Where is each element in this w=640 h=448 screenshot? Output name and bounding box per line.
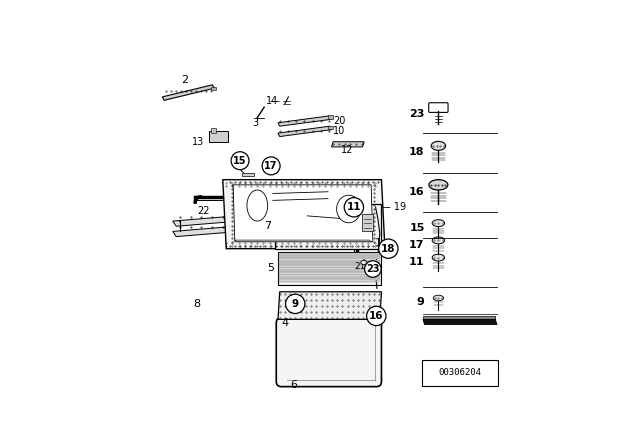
Polygon shape bbox=[163, 85, 214, 100]
Polygon shape bbox=[279, 281, 380, 283]
Text: 23: 23 bbox=[409, 109, 424, 119]
FancyBboxPatch shape bbox=[429, 103, 448, 112]
Polygon shape bbox=[173, 214, 260, 226]
Circle shape bbox=[379, 239, 398, 258]
Text: 20: 20 bbox=[333, 116, 346, 126]
Text: 14: 14 bbox=[266, 96, 278, 106]
Ellipse shape bbox=[431, 142, 445, 151]
Ellipse shape bbox=[433, 295, 444, 301]
Ellipse shape bbox=[361, 260, 367, 264]
Polygon shape bbox=[279, 274, 380, 276]
Text: 23: 23 bbox=[366, 264, 380, 274]
Polygon shape bbox=[279, 278, 380, 280]
Polygon shape bbox=[233, 185, 373, 242]
Circle shape bbox=[285, 294, 305, 314]
Polygon shape bbox=[279, 260, 380, 262]
Text: 15: 15 bbox=[234, 156, 247, 166]
Circle shape bbox=[367, 306, 386, 326]
Ellipse shape bbox=[429, 180, 448, 190]
Text: 17: 17 bbox=[409, 240, 424, 250]
Polygon shape bbox=[235, 240, 371, 242]
Polygon shape bbox=[328, 125, 333, 129]
Text: 22: 22 bbox=[198, 206, 210, 216]
Polygon shape bbox=[279, 271, 380, 273]
Circle shape bbox=[344, 198, 364, 217]
Polygon shape bbox=[209, 131, 228, 142]
Text: 10: 10 bbox=[333, 126, 346, 136]
Polygon shape bbox=[278, 252, 381, 285]
Text: 13: 13 bbox=[191, 137, 204, 147]
Polygon shape bbox=[275, 204, 381, 249]
Polygon shape bbox=[173, 224, 260, 237]
Text: 18: 18 bbox=[409, 147, 424, 157]
Ellipse shape bbox=[432, 254, 445, 261]
Text: 16: 16 bbox=[409, 187, 424, 197]
Polygon shape bbox=[279, 262, 380, 264]
Polygon shape bbox=[362, 214, 373, 232]
Text: 1: 1 bbox=[374, 238, 381, 249]
Text: 3: 3 bbox=[253, 118, 259, 128]
Circle shape bbox=[231, 152, 249, 170]
Circle shape bbox=[262, 157, 280, 175]
Polygon shape bbox=[332, 142, 364, 147]
Text: 9: 9 bbox=[417, 297, 424, 307]
Polygon shape bbox=[278, 126, 332, 137]
Text: 8: 8 bbox=[193, 299, 200, 309]
Text: 5: 5 bbox=[268, 263, 275, 273]
Circle shape bbox=[365, 261, 381, 277]
Text: 11: 11 bbox=[409, 258, 424, 267]
Text: 11: 11 bbox=[347, 202, 361, 212]
Polygon shape bbox=[211, 86, 216, 90]
Polygon shape bbox=[423, 319, 497, 324]
Text: —: — bbox=[269, 96, 279, 106]
Text: 00306204: 00306204 bbox=[438, 368, 481, 377]
Text: 7: 7 bbox=[264, 221, 271, 231]
Polygon shape bbox=[278, 292, 381, 319]
Text: 9: 9 bbox=[292, 299, 299, 309]
Text: 2: 2 bbox=[181, 75, 188, 85]
Ellipse shape bbox=[247, 190, 268, 221]
Text: 16: 16 bbox=[369, 311, 383, 321]
Text: 12: 12 bbox=[340, 145, 353, 155]
FancyBboxPatch shape bbox=[422, 360, 498, 386]
Polygon shape bbox=[279, 264, 380, 266]
Ellipse shape bbox=[432, 220, 445, 227]
Polygon shape bbox=[279, 276, 380, 278]
Text: 6: 6 bbox=[290, 380, 297, 390]
FancyBboxPatch shape bbox=[276, 318, 381, 387]
Polygon shape bbox=[223, 180, 385, 249]
Text: 17: 17 bbox=[264, 161, 278, 171]
Ellipse shape bbox=[432, 237, 445, 244]
Polygon shape bbox=[328, 115, 333, 119]
Polygon shape bbox=[279, 255, 380, 257]
Polygon shape bbox=[211, 128, 216, 133]
Polygon shape bbox=[279, 253, 380, 254]
Ellipse shape bbox=[337, 195, 361, 223]
Polygon shape bbox=[423, 316, 495, 319]
Polygon shape bbox=[255, 209, 309, 220]
Polygon shape bbox=[279, 269, 380, 271]
Polygon shape bbox=[242, 173, 254, 176]
Polygon shape bbox=[279, 267, 380, 268]
Text: 21: 21 bbox=[355, 263, 366, 271]
Polygon shape bbox=[278, 116, 332, 126]
Text: 4: 4 bbox=[282, 318, 289, 328]
Text: 18: 18 bbox=[381, 244, 396, 254]
Text: — 19: — 19 bbox=[381, 202, 406, 212]
Polygon shape bbox=[279, 258, 380, 259]
Polygon shape bbox=[361, 257, 367, 262]
Text: 15: 15 bbox=[409, 223, 424, 233]
